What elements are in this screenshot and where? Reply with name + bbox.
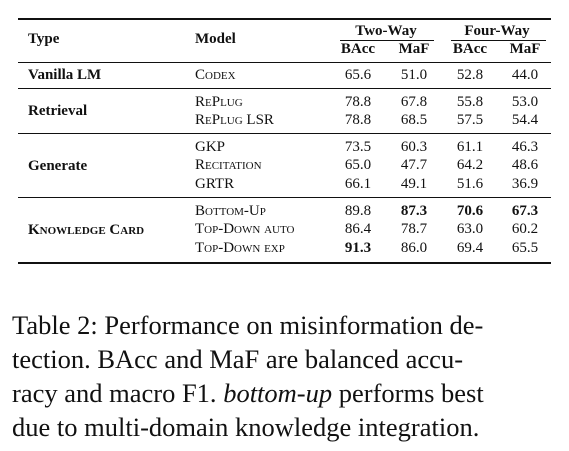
cell-value: 67.8: [400, 93, 428, 110]
caption-italic: bottom-up: [223, 378, 333, 408]
header-col: MaF: [398, 41, 430, 57]
row-model: Top-Down auto: [195, 221, 295, 238]
row-type: Vanilla LM: [28, 67, 102, 84]
cell-value: 87.3: [400, 202, 428, 219]
cell-value: 51.6: [456, 176, 484, 192]
header-type: Type: [28, 31, 60, 47]
top-rule: [18, 18, 551, 20]
row-model: Top-Down exp: [195, 239, 285, 256]
cell-value: 63.0: [456, 221, 484, 238]
group-underline: [340, 40, 434, 41]
header-model: Model: [195, 31, 236, 47]
cell-value: 78.8: [344, 93, 372, 110]
cell-value: 64.2: [456, 157, 484, 174]
row-model: Bottom-Up: [195, 202, 266, 219]
cell-value: 69.4: [456, 239, 484, 256]
cell-value: 86.0: [400, 239, 428, 256]
cell-value: 86.4: [344, 221, 372, 238]
row-model: Recitation: [195, 157, 262, 174]
row-model: RePlug LSR: [195, 112, 274, 129]
group-rule: [18, 196, 551, 198]
mid-rule: [18, 62, 551, 63]
caption-text: performs best: [338, 378, 484, 408]
header-col: MaF: [509, 41, 541, 57]
row-type: Retrieval: [28, 103, 88, 120]
cell-value: 57.5: [456, 112, 484, 129]
cell-value: 61.1: [456, 138, 484, 155]
row-model: GRTR: [195, 176, 235, 192]
group-underline: [451, 40, 546, 41]
caption-text: racy and macro F1.: [12, 378, 217, 408]
caption-line: due to multi-domain knowledge integratio…: [12, 412, 480, 442]
bottom-rule: [18, 262, 551, 264]
cell-value: 66.1: [344, 176, 372, 192]
row-model: RePlug: [195, 93, 243, 110]
header-group: Two-Way: [355, 23, 417, 39]
cell-value: 78.8: [344, 112, 372, 129]
cell-value: 36.9: [511, 176, 539, 192]
cell-value: 78.7: [400, 221, 428, 238]
cell-value: 60.3: [400, 138, 428, 155]
header-col: BAcc: [340, 41, 376, 57]
cell-value: 73.5: [344, 138, 372, 155]
row-model: GKP: [195, 138, 226, 155]
cell-value: 47.7: [400, 157, 428, 174]
group-rule: [18, 87, 551, 89]
cell-value: 65.6: [344, 67, 372, 83]
cell-value: 53.0: [511, 93, 539, 110]
cell-value: 68.5: [400, 112, 428, 129]
row-type: Generate: [28, 157, 88, 174]
row-model: Codex: [195, 67, 236, 83]
cell-value: 49.1: [400, 176, 428, 192]
cell-value: 48.6: [511, 157, 539, 174]
cell-value: 65.0: [344, 157, 372, 174]
caption-line: tection. BAcc and MaF are balanced accu-: [12, 344, 464, 374]
caption-line: Table 2: Performance on misinformation d…: [12, 310, 484, 340]
cell-value: 67.3: [511, 202, 539, 219]
cell-value: 51.0: [400, 67, 428, 83]
cell-value: 89.8: [344, 202, 372, 219]
cell-value: 55.8: [456, 93, 484, 110]
cell-value: 65.5: [511, 239, 539, 256]
cell-value: 60.2: [511, 221, 539, 238]
cell-value: 44.0: [511, 67, 539, 83]
row-type: Knowledge Card: [28, 221, 145, 238]
cell-value: 91.3: [344, 239, 372, 256]
caption-line: racy and macro F1. bottom-up performs be…: [12, 376, 484, 410]
header-group: Four-Way: [464, 23, 530, 39]
cell-value: 54.4: [511, 112, 539, 129]
cell-value: 46.3: [511, 138, 539, 155]
group-rule: [18, 132, 551, 134]
cell-value: 52.8: [456, 67, 484, 83]
header-col: BAcc: [452, 41, 488, 57]
cell-value: 70.6: [456, 202, 484, 219]
